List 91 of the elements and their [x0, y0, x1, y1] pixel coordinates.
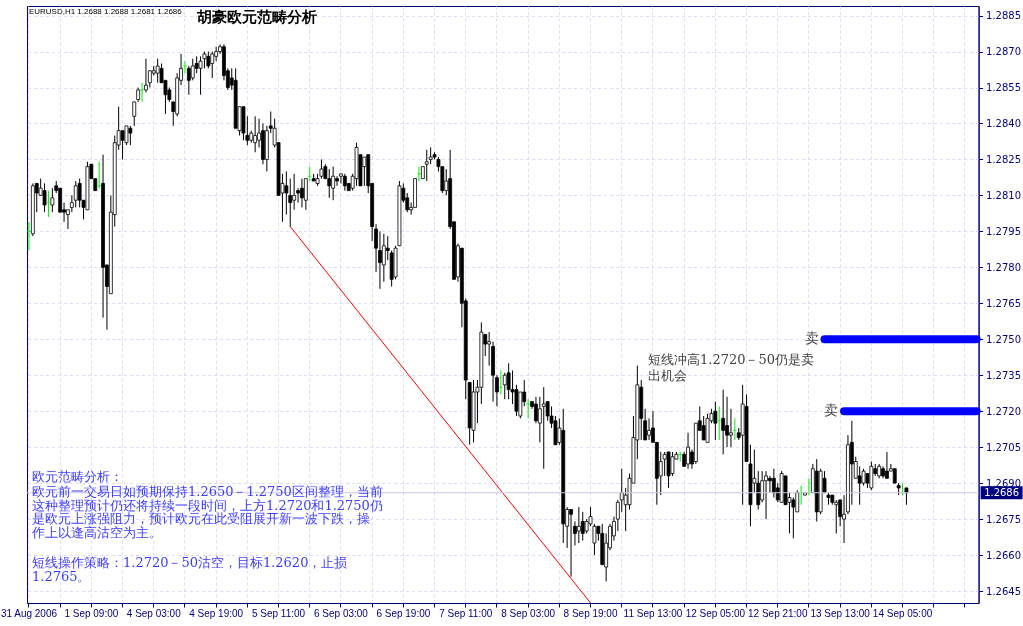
candlestick [705, 413, 710, 443]
candlestick [190, 58, 195, 81]
candlestick [506, 362, 511, 400]
annotation: 欧元范畴分析： [32, 469, 123, 484]
y-tick-label: 1.2780 [986, 261, 1022, 273]
x-tick-label: 8 Sep 03:00 [501, 608, 556, 620]
x-tick-label: 11 Sep 13:00 [623, 608, 683, 620]
candlestick [335, 175, 339, 187]
chart-title: 胡豪欧元范畴分析 [196, 8, 317, 26]
candlestick [885, 451, 889, 479]
candlestick [128, 125, 133, 146]
candlestick [647, 417, 651, 441]
candlestick [303, 178, 308, 211]
y-tick-label: 1.2675 [986, 513, 1022, 525]
candlestick [732, 417, 737, 441]
y-tick-label: 1.2855 [986, 82, 1022, 94]
y-tick-label: 1.2810 [986, 189, 1022, 201]
y-tick-label: 1.2720 [986, 405, 1022, 417]
annotation: 这种整理预计仍还将持续一段时间，上方1.2720和1.2750仍 [32, 498, 383, 513]
annotation: 作上以逢高沽空为主。 [31, 525, 162, 540]
candlestick [26, 221, 31, 252]
x-tick-label: 5 Sep 11:00 [251, 608, 306, 620]
x-tick-label: 4 Sep 03:00 [126, 608, 182, 620]
candlestick [292, 173, 297, 211]
candlestick [300, 178, 304, 208]
candlestick [701, 415, 706, 441]
candlestick [717, 405, 722, 441]
candlestick [307, 166, 312, 182]
candlestick [713, 401, 718, 441]
x-tick-label: 7 Sep 11:00 [439, 608, 493, 620]
y-tick-label: 1.2660 [986, 549, 1022, 561]
y-tick-label: 1.2870 [986, 46, 1022, 58]
candlestick [678, 451, 683, 463]
x-tick-label: 12 Sep 05:00 [685, 608, 746, 620]
candlestick [97, 161, 102, 189]
candlestick [764, 470, 768, 520]
x-tick-label: 12 Sep 21:00 [748, 608, 808, 620]
y-tick-label: 1.2735 [986, 369, 1022, 381]
candlestick [210, 51, 215, 79]
y-tick-label: 1.2795 [986, 225, 1022, 237]
candlestick [721, 389, 726, 455]
candlestick [42, 182, 47, 213]
x-tick-label: 14 Sep 05:00 [872, 608, 933, 620]
candlestick [46, 190, 51, 218]
candlestick [50, 187, 55, 213]
candlestick [182, 60, 187, 74]
x-tick-label: 8 Sep 19:00 [563, 608, 618, 620]
x-tick-label: 4 Sep 19:00 [189, 608, 244, 620]
annotation: 短线操作策略：1.2720－50沽空，目标1.2620，止损 [32, 555, 348, 570]
candlestick [857, 465, 862, 506]
candlestick [253, 115, 258, 153]
y-tick-label: 1.2645 [986, 585, 1022, 597]
candlestick [498, 369, 503, 395]
series-label: 卖 [804, 330, 819, 347]
y-tick-label: 1.2705 [986, 441, 1022, 453]
ref-line-label: 1.2686 [984, 486, 1020, 498]
candlestick [362, 156, 367, 187]
x-tick-label: 6 Sep 03:00 [314, 608, 369, 620]
candlestick [77, 178, 82, 208]
candlestick [686, 432, 690, 470]
candlestick [140, 82, 145, 103]
x-tick-label: 1 Sep 09:00 [64, 608, 119, 620]
candlestick [791, 497, 796, 539]
candlestick [331, 166, 336, 201]
candlestick [729, 408, 733, 448]
candlestick [541, 386, 546, 470]
y-tick-label: 1.2690 [986, 477, 1022, 489]
x-tick-label: 31 Aug 2006 [0, 608, 58, 620]
annotation: 是欧元上涨强阻力，预计欧元在此受阻展开新一波下跌，操 [32, 511, 370, 526]
candlestick [144, 58, 148, 93]
y-tick-label: 1.2840 [986, 117, 1022, 129]
y-tick-label: 1.2825 [986, 153, 1022, 165]
annotation: EURUSD,H1 1.2688 1.2688 1.2681 1.2686 [29, 7, 183, 16]
y-tick-label: 1.2765 [986, 297, 1022, 309]
y-tick-label: 1.2750 [986, 333, 1022, 345]
candlestick [327, 168, 332, 199]
annotation: 1.2765。 [32, 569, 91, 584]
candlestick [569, 508, 573, 578]
x-tick-label: 6 Sep 19:00 [376, 608, 431, 620]
annotation: 出机会 [648, 368, 687, 383]
y-tick-label: 1.2885 [986, 10, 1022, 22]
candlestick [284, 170, 289, 216]
candlestick [771, 468, 776, 498]
candlestick [768, 475, 772, 494]
candlestick [416, 166, 421, 182]
x-tick-label: 13 Sep 13:00 [810, 608, 871, 620]
annotation: 欧元前一交易日如预期保持1.2650－1.2750区间整理，当前 [32, 484, 383, 499]
annotation: 短线冲高1.2720－50仍是卖 [648, 352, 814, 367]
series-label: 卖 [824, 402, 839, 419]
candlestick [666, 451, 671, 489]
candlestick [576, 506, 581, 544]
